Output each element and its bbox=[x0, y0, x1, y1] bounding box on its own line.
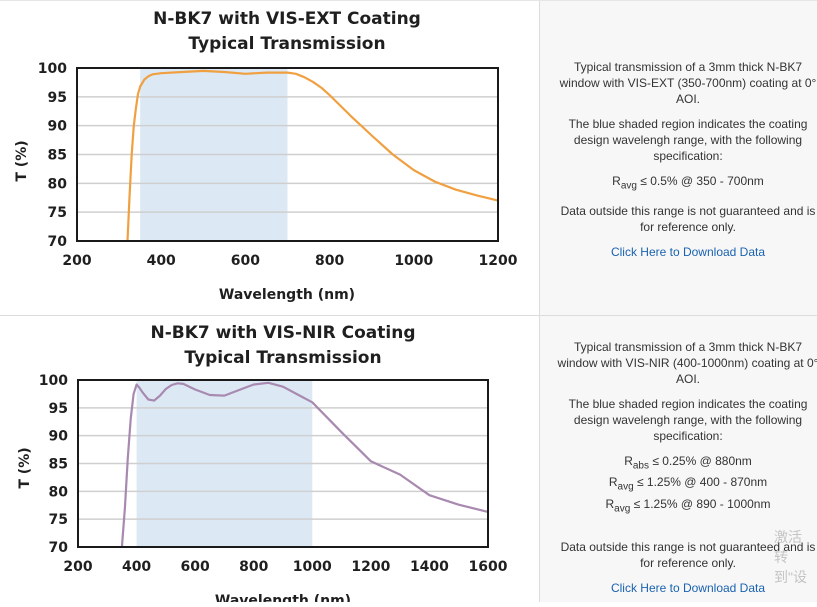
y-tick-label: 75 bbox=[48, 205, 67, 221]
disclaimer-line: Data outside this range is not guarantee… bbox=[560, 204, 816, 219]
spec-line: Ravg ≤ 1.25% @ 890 - 1000nm bbox=[605, 496, 771, 515]
y-tick-label: 100 bbox=[38, 61, 67, 77]
x-axis-label: Wavelength (nm) bbox=[219, 287, 355, 303]
description-paragraph: Typical transmission of a 3mm thick N-BK… bbox=[556, 59, 817, 107]
x-tick-label: 600 bbox=[181, 559, 210, 575]
disclaimer-line: Data outside this range is not guarantee… bbox=[560, 540, 816, 555]
shaded-note-line: The blue shaded region indicates the coa… bbox=[568, 117, 808, 131]
chart-cell: N-BK7 with VIS-EXT Coating Typical Trans… bbox=[0, 1, 539, 315]
description-line: AOI. bbox=[675, 92, 700, 106]
y-axis-label: T (%) bbox=[17, 447, 33, 488]
y-axis-label: T (%) bbox=[14, 140, 30, 181]
plot-frame bbox=[76, 67, 499, 242]
transmission-series-line bbox=[120, 381, 489, 548]
shaded-note-line: design wavelengh range, with the followi… bbox=[573, 413, 803, 427]
x-tick-label: 600 bbox=[231, 253, 260, 269]
shaded-note-line: specification: bbox=[653, 429, 723, 443]
y-tick-label: 95 bbox=[48, 90, 67, 106]
y-tick-label: 85 bbox=[48, 148, 67, 164]
description-text: Typical transmission of a 3mm thick N-BK… bbox=[556, 59, 817, 269]
transmission-series-line bbox=[126, 69, 499, 242]
chart-row-vis-nir: N-BK7 with VIS-NIR Coating Typical Trans… bbox=[0, 315, 817, 607]
chart-title-line1: N-BK7 with VIS-NIR Coating bbox=[150, 323, 415, 343]
download-data-link[interactable]: Click Here to Download Data bbox=[610, 581, 766, 596]
description-line: window with VIS-EXT (350-700nm) coating … bbox=[559, 76, 817, 90]
chart-title-line2: Typical Transmission bbox=[184, 348, 381, 368]
x-tick-label: 1000 bbox=[394, 253, 433, 269]
coating-spec: Rabs ≤ 0.25% @ 880nm Ravg ≤ 1.25% @ 400 … bbox=[556, 453, 817, 517]
spec-line: Ravg ≤ 1.25% @ 400 - 870nm bbox=[608, 475, 768, 493]
description-paragraph: Typical transmission of a 3mm thick N-BK… bbox=[556, 339, 817, 387]
transmission-chart-vis-ext: N-BK7 with VIS-EXT Coating Typical Trans… bbox=[14, 9, 518, 303]
y-tick-label: 85 bbox=[49, 457, 68, 473]
description-line: Typical transmission of a 3mm thick N-BK… bbox=[573, 340, 803, 354]
shaded-note-line: design wavelengh range, with the followi… bbox=[573, 133, 803, 147]
data-disclaimer: Data outside this range is not guarantee… bbox=[556, 539, 817, 571]
plot-frame bbox=[77, 379, 489, 548]
description-line: AOI. bbox=[675, 372, 700, 386]
description-line: Typical transmission of a 3mm thick N-BK… bbox=[573, 60, 803, 74]
chart-title-line2: Typical Transmission bbox=[188, 34, 385, 54]
x-tick-label: 1600 bbox=[469, 559, 508, 575]
y-tick-label: 70 bbox=[48, 234, 68, 250]
description-text: Typical transmission of a 3mm thick N-BK… bbox=[556, 339, 817, 602]
x-tick-label: 400 bbox=[122, 559, 151, 575]
coating-spec: Ravg ≤ 0.5% @ 350 - 700nm bbox=[556, 173, 817, 194]
x-tick-label: 800 bbox=[315, 253, 344, 269]
x-tick-label: 1000 bbox=[293, 559, 332, 575]
y-tick-label: 75 bbox=[49, 512, 68, 528]
x-tick-label: 800 bbox=[239, 559, 268, 575]
x-tick-label: 200 bbox=[62, 253, 91, 269]
disclaimer-line: for reference only. bbox=[640, 220, 736, 235]
shaded-region-note: The blue shaded region indicates the coa… bbox=[556, 396, 817, 444]
y-tick-label: 70 bbox=[49, 540, 69, 556]
shaded-note-line: specification: bbox=[653, 149, 723, 163]
shaded-note-line: The blue shaded region indicates the coa… bbox=[568, 397, 808, 411]
shaded-region-note: The blue shaded region indicates the coa… bbox=[556, 116, 817, 164]
data-disclaimer: Data outside this range is not guarantee… bbox=[556, 203, 817, 235]
download-data-link[interactable]: Click Here to Download Data bbox=[610, 245, 766, 260]
x-tick-label: 1200 bbox=[479, 253, 518, 269]
y-tick-label: 95 bbox=[49, 401, 68, 417]
x-tick-label: 200 bbox=[63, 559, 92, 575]
y-tick-label: 90 bbox=[48, 119, 68, 135]
spec-line: Ravg ≤ 0.5% @ 350 - 700nm bbox=[612, 174, 764, 192]
description-panel: Typical transmission of a 3mm thick N-BK… bbox=[539, 316, 817, 602]
description-line: window with VIS-NIR (400-1000nm) coating… bbox=[557, 356, 817, 370]
transmission-chart-vis-nir: N-BK7 with VIS-NIR Coating Typical Trans… bbox=[17, 323, 508, 607]
x-tick-label: 400 bbox=[147, 253, 176, 269]
y-tick-label: 100 bbox=[39, 373, 68, 389]
disclaimer-line: for reference only. bbox=[640, 556, 736, 571]
description-panel: Typical transmission of a 3mm thick N-BK… bbox=[539, 1, 817, 315]
plot-area: 70 75 80 85 90 95 100 200 400 600 800 1000 1200 1400 1… bbox=[39, 373, 508, 575]
chart-cell: N-BK7 with VIS-NIR Coating Typical Trans… bbox=[0, 316, 539, 607]
spec-line: Rabs ≤ 0.25% @ 880nm bbox=[624, 454, 752, 472]
y-tick-label: 80 bbox=[48, 176, 68, 192]
activation-watermark: 激活 转到"设 bbox=[774, 529, 807, 585]
chart-row-vis-ext: N-BK7 with VIS-EXT Coating Typical Trans… bbox=[0, 0, 817, 315]
x-tick-label: 1400 bbox=[410, 559, 449, 575]
y-tick-label: 80 bbox=[49, 484, 69, 500]
plot-area: 70 75 80 85 90 95 100 200 400 600 800 1000 1200 bbox=[38, 61, 518, 269]
x-tick-label: 1200 bbox=[351, 559, 390, 575]
y-tick-label: 90 bbox=[49, 429, 69, 445]
chart-title-line1: N-BK7 with VIS-EXT Coating bbox=[153, 9, 421, 29]
